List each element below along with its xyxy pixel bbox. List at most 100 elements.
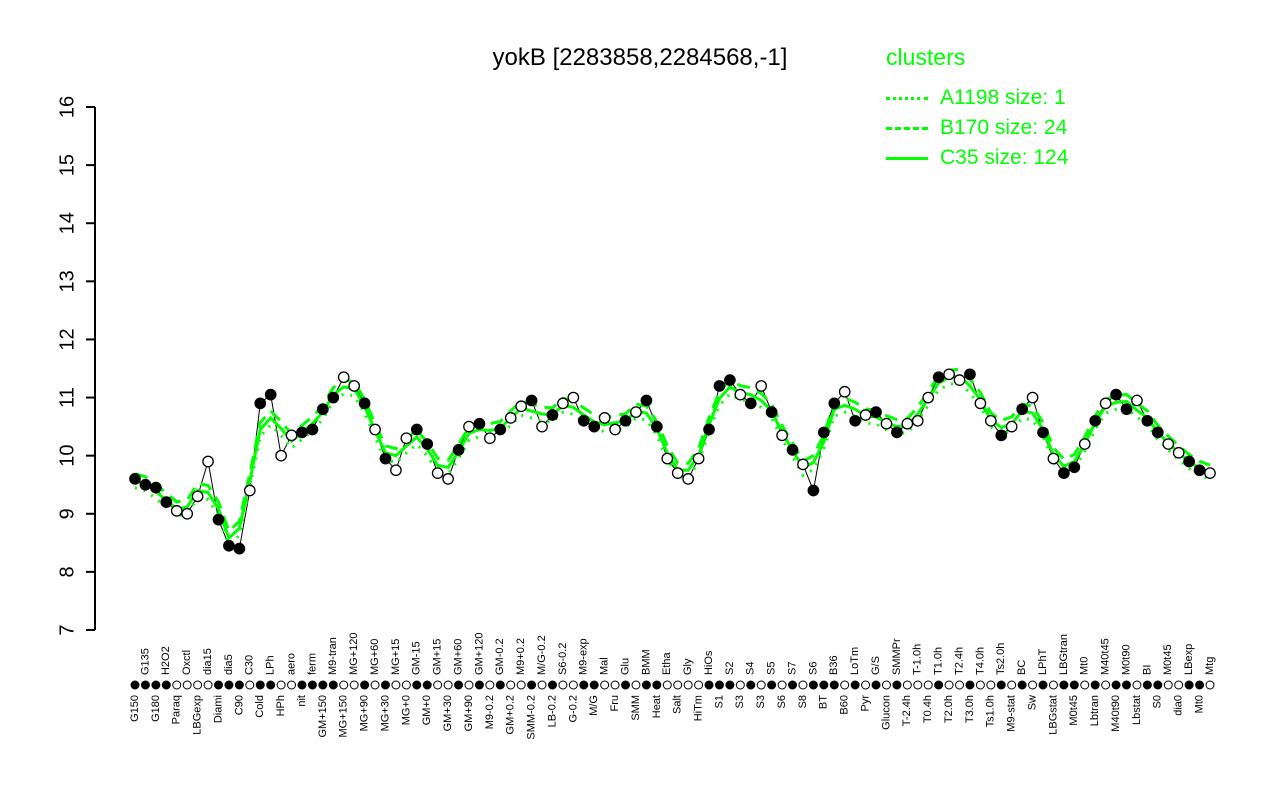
x-category-label: S1 bbox=[713, 695, 725, 708]
x-category-label: S2 bbox=[724, 662, 736, 675]
axis-point-symbol bbox=[527, 680, 537, 690]
axis-point-symbol bbox=[996, 680, 1006, 690]
axis-point-symbol bbox=[600, 680, 610, 690]
solid-line-sample bbox=[886, 156, 928, 160]
data-point bbox=[995, 429, 1008, 442]
data-point bbox=[212, 513, 225, 526]
axis-point-symbol bbox=[193, 680, 203, 690]
x-category-label: M/G-0.2 bbox=[536, 635, 548, 675]
plot-area: 7 8 9 10 11 12 13 14 15 16 G150 G135 G180 H2O2 Paraq Ox… bbox=[56, 96, 1216, 740]
data-point bbox=[525, 394, 538, 407]
data-point bbox=[671, 467, 684, 479]
axis-point-symbol bbox=[422, 680, 432, 690]
axis-point-symbol bbox=[840, 680, 850, 690]
x-category-label: GM+120 bbox=[473, 633, 485, 676]
data-point bbox=[327, 391, 340, 404]
x-category-label: Ts2.0h bbox=[995, 643, 1007, 675]
axis-point-symbol bbox=[1122, 680, 1132, 690]
data-point bbox=[1193, 464, 1206, 477]
axis-point-symbol bbox=[151, 680, 161, 690]
x-category-label: B60 bbox=[839, 695, 851, 715]
x-category-label: T0.4h bbox=[922, 695, 934, 723]
axis-point-symbol bbox=[1048, 680, 1058, 690]
axis-point-symbol bbox=[140, 680, 150, 690]
axis-point-symbol bbox=[172, 680, 182, 690]
x-category-label: LBGtran bbox=[1058, 634, 1070, 675]
data-point bbox=[296, 426, 308, 439]
axis-point-symbol bbox=[955, 680, 965, 690]
x-category-label: S7 bbox=[786, 662, 798, 675]
x-category-label: T-1.0h bbox=[912, 644, 924, 675]
x-category-label: M9-0.2 bbox=[484, 695, 496, 729]
x-category-label: GM-0.2 bbox=[494, 638, 506, 675]
x-category-label: Paraq bbox=[171, 695, 183, 724]
axis-point-symbol bbox=[641, 680, 651, 690]
x-category-label: Mt0 bbox=[1193, 695, 1205, 713]
axis-point-symbol bbox=[1007, 680, 1017, 690]
data-point bbox=[692, 452, 705, 465]
data-point bbox=[390, 464, 402, 477]
data-point bbox=[191, 490, 204, 503]
x-category-label: MG+90 bbox=[359, 695, 371, 731]
x-category-label: Glu bbox=[619, 658, 631, 675]
x-category-label: Mal bbox=[599, 657, 611, 675]
axis-point-symbol bbox=[391, 680, 401, 690]
axis-point-symbol bbox=[1080, 680, 1090, 690]
cluster-line-B170 bbox=[134, 367, 1211, 534]
data-point bbox=[1016, 403, 1028, 416]
data-point bbox=[943, 368, 955, 381]
axis-point-symbol bbox=[788, 680, 798, 690]
x-category-label: G135 bbox=[139, 648, 151, 675]
x-category-label: SMM bbox=[630, 695, 642, 721]
data-point bbox=[661, 452, 674, 465]
x-category-label: Pyr bbox=[859, 695, 871, 712]
axis-point-symbol bbox=[610, 680, 620, 690]
data-point bbox=[494, 423, 507, 436]
x-category-label: Sw bbox=[1026, 695, 1038, 710]
x-category-label: G/S bbox=[870, 656, 882, 675]
axis-point-symbol bbox=[339, 680, 349, 690]
x-category-label: M0t90 bbox=[1120, 644, 1132, 675]
axis-point-symbol bbox=[871, 680, 881, 690]
axis-point-symbol bbox=[380, 680, 390, 690]
x-category-label: MG+15 bbox=[390, 639, 402, 675]
data-point bbox=[703, 423, 715, 436]
data-point bbox=[233, 542, 246, 555]
y-tick-label: 8 bbox=[56, 566, 78, 577]
x-category-label: Mt0 bbox=[1079, 657, 1091, 675]
x-category-label: Mtg bbox=[1204, 657, 1216, 675]
x-category-label: dia5 bbox=[223, 654, 235, 675]
data-point bbox=[139, 478, 152, 491]
x-category-label: M/G bbox=[588, 695, 600, 716]
data-point bbox=[421, 438, 434, 450]
x-category-label: M40t90 bbox=[1110, 695, 1122, 732]
x-category-label: dia15 bbox=[202, 648, 214, 675]
x-category-label: LPh bbox=[265, 655, 277, 675]
x-category-label: nit bbox=[296, 695, 308, 707]
axis-point-symbol bbox=[474, 680, 484, 690]
x-category-label: T4.0h bbox=[974, 647, 986, 675]
axis-point-symbol bbox=[861, 680, 871, 690]
data-point bbox=[609, 423, 621, 436]
x-category-label: T1.0h bbox=[933, 647, 945, 675]
legend-entry-label: B170 size: 24 bbox=[940, 116, 1068, 139]
data-point bbox=[504, 412, 517, 424]
y-tick-label: 14 bbox=[56, 212, 78, 234]
axis-point-symbol bbox=[965, 680, 975, 690]
data-point bbox=[964, 368, 976, 381]
data-point bbox=[275, 449, 287, 462]
axis-point-symbol bbox=[808, 680, 818, 690]
x-category-label: Glucon bbox=[880, 695, 892, 730]
axis-point-symbol bbox=[130, 680, 140, 690]
x-category-label: aero bbox=[285, 653, 297, 675]
x-category-label: M9-tran bbox=[327, 637, 339, 675]
axis-point-symbol bbox=[798, 680, 808, 690]
data-point bbox=[817, 426, 830, 439]
x-category-label: S6-0.2 bbox=[557, 643, 569, 675]
data-point bbox=[369, 423, 381, 436]
dashed-line-sample bbox=[886, 126, 928, 130]
x-category-label: dia0 bbox=[1173, 695, 1185, 716]
axis-point-symbol bbox=[516, 680, 526, 690]
legend-entry-A1198: A1198 size: 1 bbox=[886, 83, 1068, 113]
x-category-label: C90 bbox=[233, 695, 245, 715]
